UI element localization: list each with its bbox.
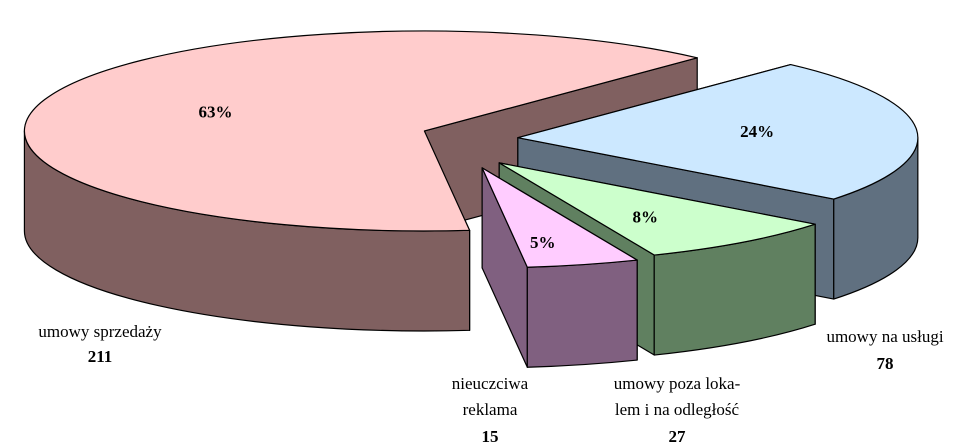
category-label: umowy na usługi bbox=[826, 327, 943, 346]
category-label: umowy poza loka-lem i na odległość bbox=[614, 374, 741, 419]
percentage-label: 24% bbox=[740, 122, 774, 141]
percentage-label: 8% bbox=[633, 207, 659, 226]
count-label: 15 bbox=[482, 427, 499, 446]
percentage-label: 5% bbox=[530, 233, 556, 252]
slice-top bbox=[23, 30, 698, 232]
percentage-label: 63% bbox=[198, 103, 232, 122]
count-label: 211 bbox=[88, 347, 113, 366]
slice-top bbox=[498, 162, 816, 256]
category-label: umowy sprzedaży bbox=[38, 322, 162, 341]
slice-outer-side bbox=[526, 259, 638, 368]
slice: 5% bbox=[481, 167, 638, 368]
slice-top bbox=[481, 167, 638, 268]
slice-top bbox=[517, 63, 919, 200]
category-label: nieuczciwa reklama bbox=[452, 374, 529, 419]
count-label: 78 bbox=[877, 354, 894, 373]
count-label: 27 bbox=[669, 427, 687, 446]
